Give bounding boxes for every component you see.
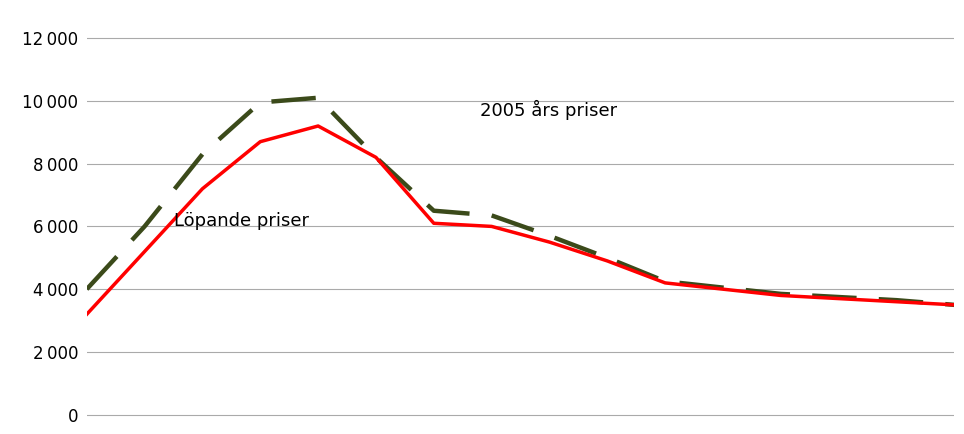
Text: Löpande priser: Löpande priser — [174, 211, 308, 230]
Text: 2005 års priser: 2005 års priser — [480, 100, 617, 120]
